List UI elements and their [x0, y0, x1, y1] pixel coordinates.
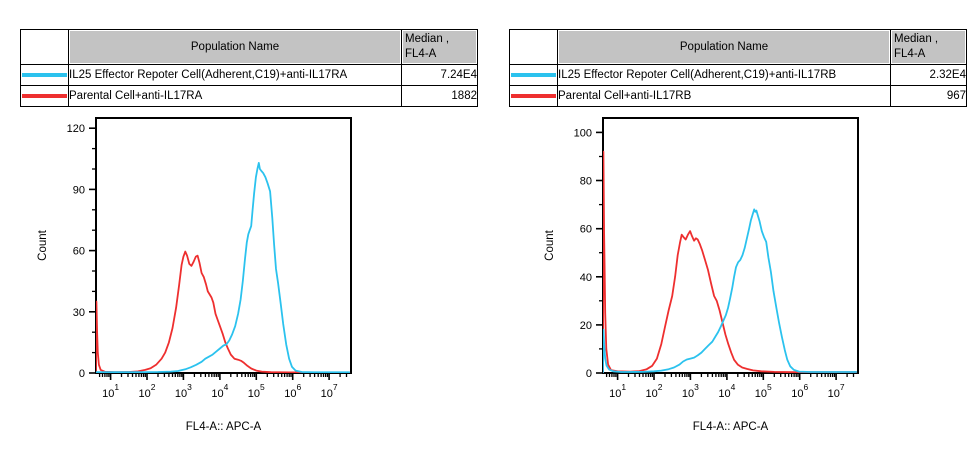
- svg-text:80: 80: [580, 176, 592, 188]
- legend-table-anti-il17rb: Population Name Median , FL4-A IL25 Effe…: [509, 29, 967, 107]
- series-swatch-red: [22, 94, 67, 98]
- population-name: Parental Cell+anti-IL17RB: [557, 85, 891, 107]
- legend-swatch-header-cell: [20, 29, 69, 65]
- svg-text:103: 103: [175, 382, 192, 400]
- series-swatch-cyan: [22, 73, 67, 77]
- legend-swatch-cell: [509, 64, 558, 86]
- svg-text:101: 101: [102, 382, 119, 400]
- svg-text:104: 104: [211, 382, 228, 400]
- legend-header-median: Median , FL4-A: [890, 29, 967, 65]
- histogram-chart-anti-il17rb: 101 102 103 104 105 106 107 0 20 40 60 80 100FL4-A::…: [544, 117, 859, 433]
- svg-text:105: 105: [755, 382, 772, 400]
- svg-text:FL4-A:: APC-A: FL4-A:: APC-A: [186, 421, 262, 433]
- svg-text:40: 40: [580, 272, 592, 284]
- legend-swatch-cell: [509, 85, 558, 107]
- svg-text:60: 60: [73, 246, 85, 258]
- svg-text:102: 102: [139, 382, 156, 400]
- svg-text:105: 105: [248, 382, 265, 400]
- svg-text:106: 106: [791, 382, 808, 400]
- legend-swatch-header-cell: [509, 29, 558, 65]
- svg-text:102: 102: [646, 382, 663, 400]
- series-swatch-cyan: [511, 73, 556, 77]
- legend-swatch-cell: [20, 64, 69, 86]
- median-value: 2.32E4: [890, 64, 967, 86]
- svg-text:101: 101: [609, 382, 626, 400]
- legend-header-median-line2: FL4-A: [894, 48, 926, 60]
- svg-text:0: 0: [79, 368, 85, 380]
- svg-text:107: 107: [321, 382, 338, 400]
- legend-table-anti-il17ra: Population Name Median , FL4-A IL25 Effe…: [20, 29, 478, 107]
- svg-text:103: 103: [682, 382, 699, 400]
- svg-text:Count: Count: [37, 229, 49, 260]
- svg-text:20: 20: [580, 320, 592, 332]
- population-name: IL25 Effector Repoter Cell(Adherent,C19)…: [557, 64, 891, 86]
- legend-header-median-line2: FL4-A: [405, 48, 437, 60]
- legend-header-median-line1: Median ,: [405, 33, 450, 45]
- svg-text:120: 120: [67, 123, 85, 135]
- svg-text:0: 0: [586, 368, 592, 380]
- series-swatch-red: [511, 94, 556, 98]
- legend-header-population: Population Name: [557, 29, 891, 65]
- median-value: 967: [890, 85, 967, 107]
- median-value: 1882: [401, 85, 478, 107]
- legend-header-population: Population Name: [68, 29, 402, 65]
- svg-text:Count: Count: [544, 229, 556, 260]
- svg-text:100: 100: [574, 127, 592, 139]
- svg-text:60: 60: [580, 224, 592, 236]
- svg-text:FL4-A:: APC-A: FL4-A:: APC-A: [693, 421, 769, 433]
- legend-header-median: Median , FL4-A: [401, 29, 478, 65]
- svg-text:106: 106: [284, 382, 301, 400]
- svg-text:104: 104: [718, 382, 735, 400]
- median-value: 7.24E4: [401, 64, 478, 86]
- population-name: Parental Cell+anti-IL17RA: [68, 85, 402, 107]
- legend-swatch-cell: [20, 85, 69, 107]
- svg-text:30: 30: [73, 307, 85, 319]
- population-name: IL25 Effector Repoter Cell(Adherent,C19)…: [68, 64, 402, 86]
- svg-text:107: 107: [828, 382, 845, 400]
- legend-header-median-line1: Median ,: [894, 33, 939, 45]
- svg-text:90: 90: [73, 184, 85, 196]
